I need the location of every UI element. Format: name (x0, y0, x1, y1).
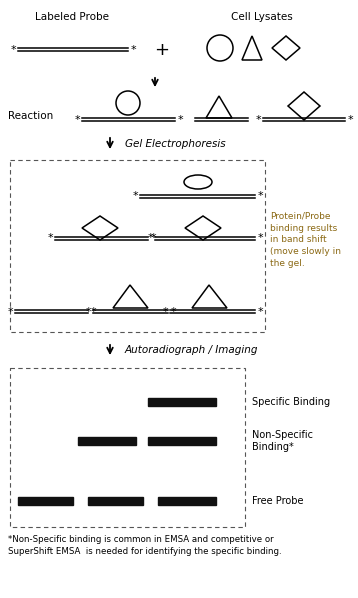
Text: Free Probe: Free Probe (252, 496, 304, 506)
Text: *: * (147, 233, 153, 243)
Bar (158, 497, 216, 505)
Bar (88, 497, 143, 505)
Text: *: * (74, 114, 80, 124)
Text: Gel Electrophoresis: Gel Electrophoresis (125, 139, 226, 149)
Bar (148, 437, 216, 445)
Text: *: * (170, 307, 176, 316)
Bar (10, 368, 245, 527)
Text: *: * (347, 114, 353, 124)
Text: *: * (90, 307, 96, 316)
Text: Reaction: Reaction (8, 111, 53, 121)
Text: *: * (85, 307, 91, 316)
Text: *Non-Specific binding is common in EMSA and competitive or
SuperShift EMSA  is n: *Non-Specific binding is common in EMSA … (8, 535, 282, 556)
Text: Labeled Probe: Labeled Probe (35, 12, 109, 22)
Text: *: * (257, 233, 263, 243)
Text: Non-Specific
Binding*: Non-Specific Binding* (252, 430, 313, 452)
Text: *: * (150, 233, 156, 243)
Text: Specific Binding: Specific Binding (252, 397, 330, 407)
Text: Autoradiograph / Imaging: Autoradiograph / Imaging (125, 345, 258, 355)
Text: *: * (130, 44, 136, 54)
Bar (78, 437, 136, 445)
Bar (18, 497, 73, 505)
Text: Protein/Probe
binding results
in band shift
(move slowly in
the gel.: Protein/Probe binding results in band sh… (270, 212, 341, 268)
Text: *: * (255, 114, 261, 124)
Text: *: * (257, 191, 263, 202)
Text: *: * (10, 44, 16, 54)
Text: *: * (257, 307, 263, 316)
Text: *: * (7, 307, 13, 316)
Text: *: * (132, 191, 138, 202)
Text: *: * (162, 307, 168, 316)
Text: *: * (47, 233, 53, 243)
Bar (148, 398, 216, 406)
Text: Cell Lysates: Cell Lysates (231, 12, 293, 22)
Text: *: * (177, 114, 183, 124)
Text: +: + (155, 41, 169, 59)
Bar (10, 160, 265, 332)
